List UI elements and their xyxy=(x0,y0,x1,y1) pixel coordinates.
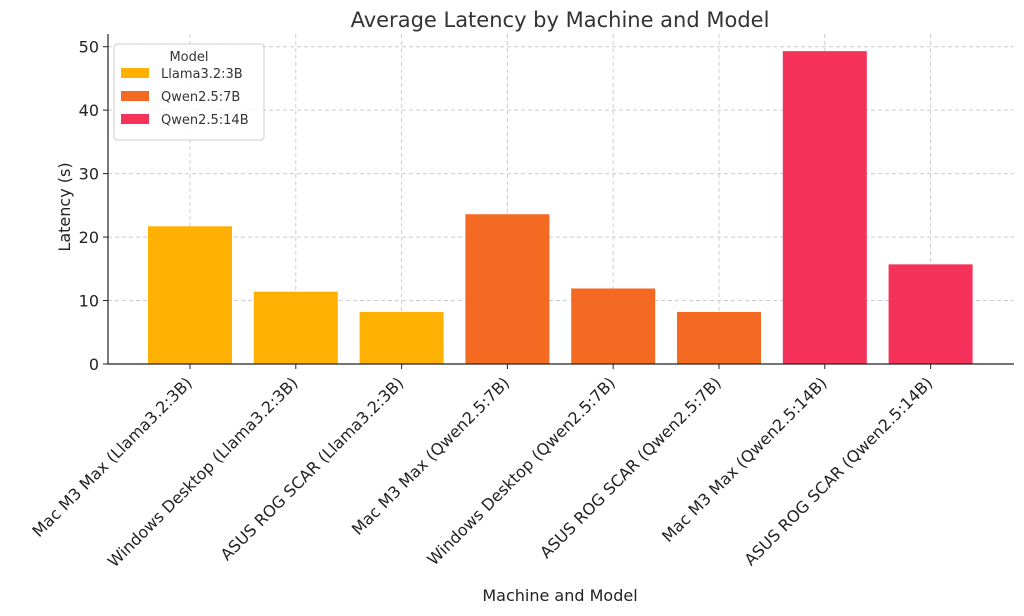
legend: Model Llama3.2:3B Qwen2.5:7B Qwen2.5:14B xyxy=(113,43,265,141)
axes xyxy=(107,34,1014,365)
legend-item-label: Qwen2.5:7B xyxy=(161,90,240,105)
bar xyxy=(148,226,232,364)
x-tick-label: ASUS ROG SCAR (Llama3.2:3B) xyxy=(217,373,408,564)
y-tick-label: 30 xyxy=(79,165,99,184)
x-tick-label: Windows Desktop (Qwen2.5:7B) xyxy=(423,373,619,569)
y-tick-label: 50 xyxy=(79,38,99,57)
bar xyxy=(359,311,444,364)
y-axis-label: Latency (s) xyxy=(55,162,74,251)
bar xyxy=(465,214,550,364)
y-tick-label: 0 xyxy=(89,355,99,374)
bar xyxy=(888,264,973,364)
legend-item-label: Qwen2.5:14B xyxy=(161,113,249,128)
chart-title: Average Latency by Machine and Model xyxy=(351,8,770,32)
legend-item-label: Llama3.2:3B xyxy=(161,67,243,82)
x-axis-label: Machine and Model xyxy=(482,586,637,605)
bars xyxy=(148,51,973,365)
y-ticks: 0 10 20 30 40 50 xyxy=(79,38,108,374)
legend-title: Model xyxy=(169,50,208,65)
legend-box xyxy=(113,43,265,141)
x-tick-label: ASUS ROG SCAR (Qwen2.5:7B) xyxy=(536,373,725,562)
x-tick-label: ASUS ROG SCAR (Qwen2.5:14B) xyxy=(741,373,937,569)
bar xyxy=(677,311,761,364)
y-tick-label: 40 xyxy=(79,101,99,120)
x-tick-label: Mac M3 Max (Qwen2.5:14B) xyxy=(658,373,831,546)
bar xyxy=(253,291,338,364)
bar xyxy=(782,51,867,365)
bar xyxy=(571,288,656,364)
y-tick-label: 10 xyxy=(79,292,99,311)
x-tick-label: Windows Desktop (Llama3.2:3B) xyxy=(104,373,302,571)
legend-swatch xyxy=(121,114,149,124)
legend-swatch xyxy=(121,68,149,78)
legend-swatch xyxy=(121,91,149,101)
y-tick-label: 20 xyxy=(79,228,99,247)
x-ticks: Mac M3 Max (Llama3.2:3B)Windows Desktop … xyxy=(28,364,936,571)
